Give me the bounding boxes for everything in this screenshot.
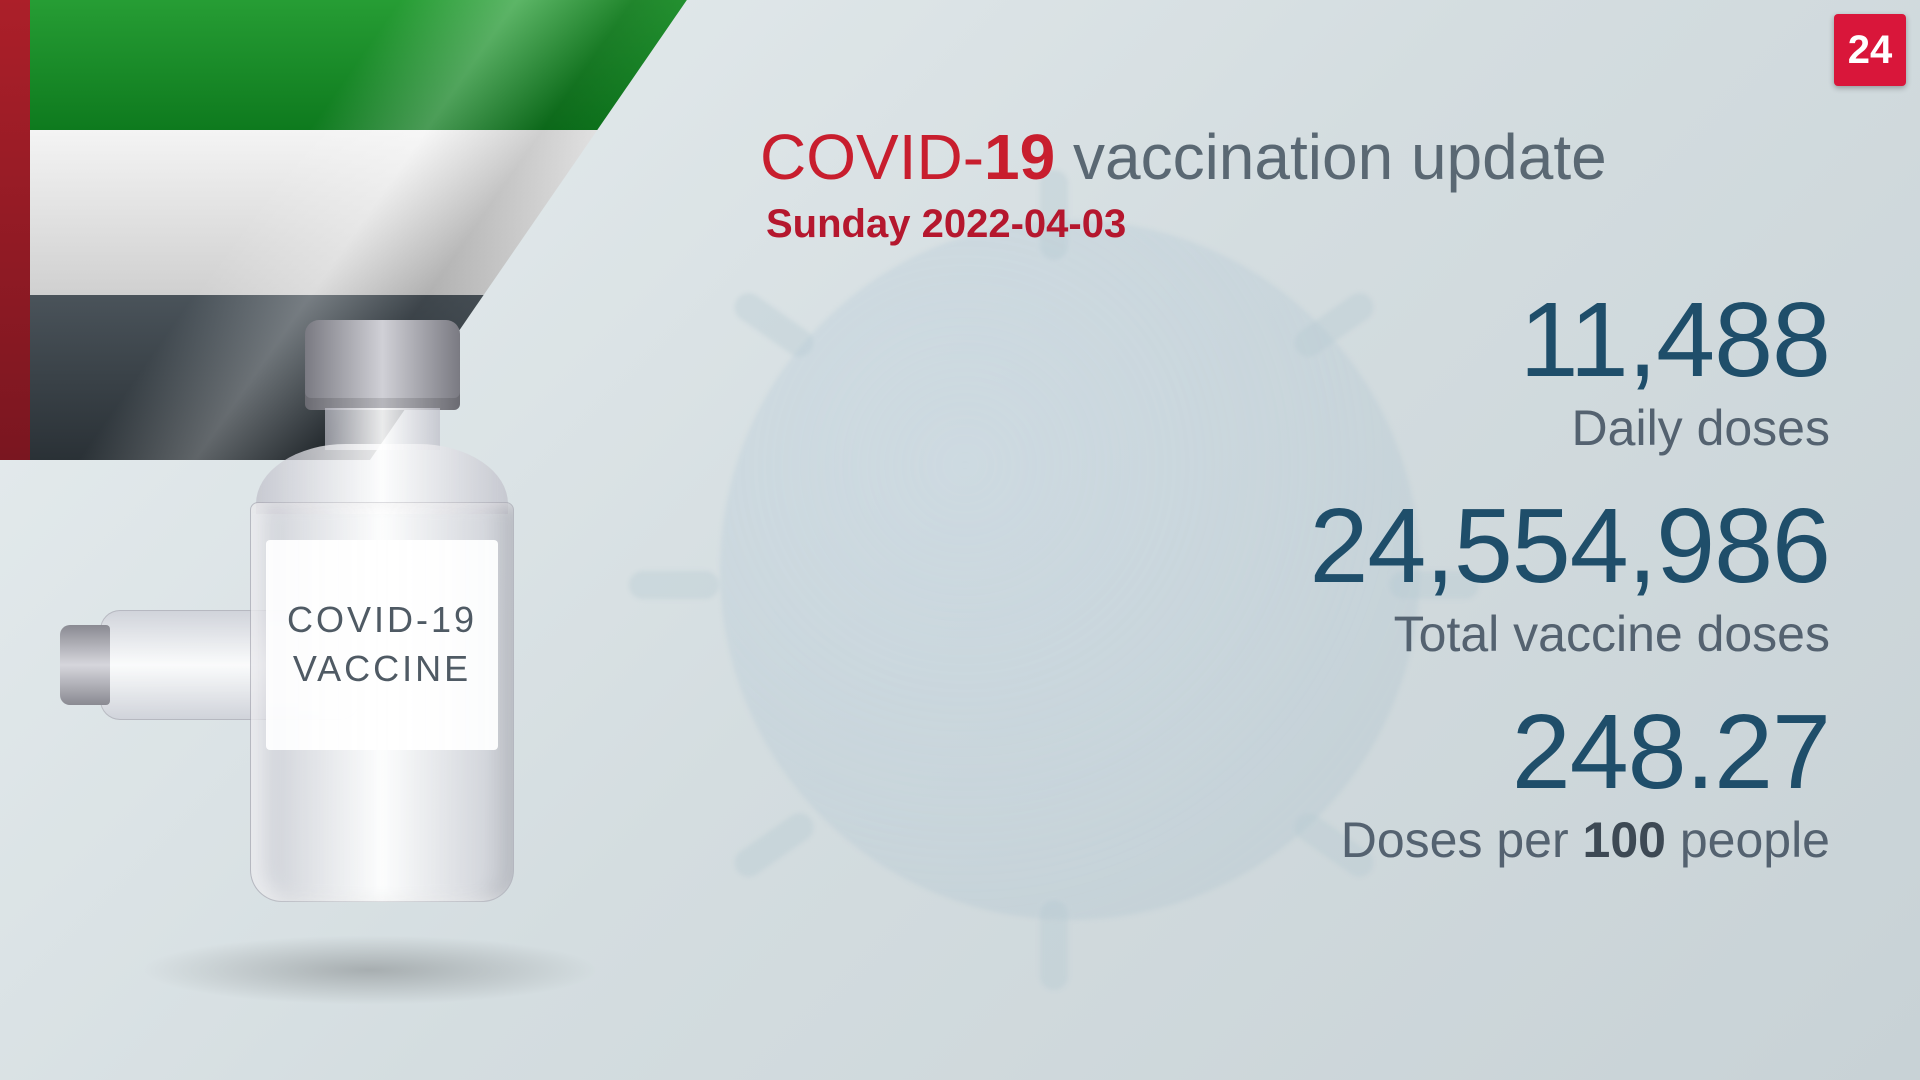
stat-label: Daily doses	[760, 399, 1830, 457]
vial-label: COVID-19 VACCINE	[266, 540, 498, 750]
channel-badge-text: 24	[1848, 28, 1893, 73]
stats-group: 11,488 Daily doses 24,554,986 Total vacc…	[760, 287, 1860, 869]
stat-daily-doses: 11,488 Daily doses	[760, 287, 1830, 457]
stat-value: 11,488	[760, 287, 1830, 393]
vial-label-line2: VACCINE	[293, 648, 471, 689]
vaccine-vial-standing: COVID-19 VACCINE	[230, 320, 530, 940]
stat-value: 24,554,986	[760, 493, 1830, 599]
stat-label: Doses per 100 people	[760, 811, 1830, 869]
content-block: COVID-19 vaccination update Sunday 2022-…	[760, 120, 1860, 905]
channel-badge: 24	[1834, 14, 1906, 86]
stat-total-doses: 24,554,986 Total vaccine doses	[760, 493, 1830, 663]
stat-value: 248.27	[760, 699, 1830, 805]
title-rest: vaccination update	[1055, 121, 1607, 193]
page-title: COVID-19 vaccination update	[760, 120, 1860, 194]
update-date: Sunday 2022-04-03	[766, 202, 1860, 247]
vial-label-line1: COVID-19	[287, 599, 477, 640]
title-covid: COVID-	[760, 121, 984, 193]
title-19: 19	[984, 121, 1055, 193]
vial-shadow	[140, 935, 600, 1005]
stat-label: Total vaccine doses	[760, 605, 1830, 663]
stat-doses-per-100: 248.27 Doses per 100 people	[760, 699, 1830, 869]
